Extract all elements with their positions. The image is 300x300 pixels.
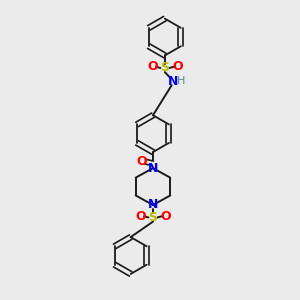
Text: N: N (168, 75, 178, 88)
Text: N: N (148, 162, 158, 175)
Text: S: S (160, 61, 169, 74)
Text: O: O (136, 155, 147, 168)
Text: O: O (160, 210, 171, 223)
Text: H: H (176, 76, 185, 86)
Text: S: S (148, 211, 158, 224)
Text: O: O (135, 210, 146, 223)
Text: O: O (147, 60, 158, 73)
Text: O: O (172, 60, 183, 73)
Text: N: N (148, 199, 158, 212)
